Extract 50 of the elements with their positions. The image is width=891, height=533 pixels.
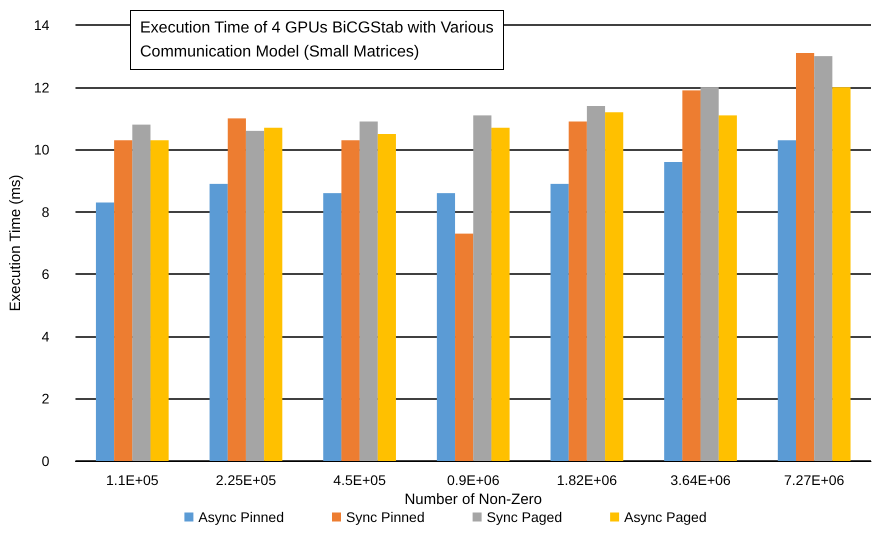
- x-tick-label: 1.1E+05: [106, 472, 159, 488]
- bar: [550, 184, 569, 461]
- x-tick-label: 3.64E+06: [670, 472, 731, 488]
- x-tick-label: 1.82E+06: [556, 472, 618, 488]
- y-tick-label: 0: [42, 453, 50, 469]
- chart-title: Execution Time of 4 GPUs BiCGStab with Various Communication Model (Small Matrices): [140, 20, 494, 60]
- bar: [436, 193, 456, 461]
- legend-label: Sync Pinned: [346, 509, 425, 525]
- bar: [341, 140, 360, 461]
- bar: [96, 202, 114, 461]
- y-tick-label: 10: [34, 142, 50, 158]
- y-axis-title: Execution Time (ms): [7, 174, 24, 312]
- x-tick-label: 2.25E+05: [216, 472, 276, 488]
- bar: [605, 112, 624, 461]
- bar: [114, 140, 132, 461]
- bar: [473, 115, 492, 461]
- y-tick-label: 6: [42, 266, 50, 282]
- y-tick-label: 2: [42, 390, 50, 407]
- bar: [378, 134, 396, 461]
- bar: [323, 193, 342, 461]
- bar: [264, 128, 282, 461]
- x-tick-label: 4.5E+05: [333, 472, 386, 488]
- bar: [132, 124, 150, 461]
- bar: [360, 122, 378, 461]
- bar: [664, 162, 682, 461]
- x-tick-label: 7.27E+06: [784, 472, 845, 488]
- x-tick-label: 0.9E+06: [446, 472, 500, 488]
- bar: [210, 184, 228, 461]
- y-tick-label: 8: [42, 204, 50, 220]
- y-tick-label: 12: [34, 79, 50, 96]
- legend-label: Async Paged: [624, 509, 707, 525]
- bar: [796, 53, 814, 461]
- bar: [700, 87, 719, 461]
- bar: [150, 140, 169, 461]
- bar: [682, 90, 701, 461]
- bar: [586, 106, 606, 461]
- legend-label: Async Pinned: [198, 509, 284, 525]
- bar: [778, 140, 796, 461]
- legend-label: Sync Paged: [486, 509, 562, 525]
- bar: [718, 115, 737, 461]
- bar: [814, 56, 832, 461]
- y-tick-label: 4: [42, 328, 50, 344]
- bar: [246, 130, 264, 461]
- bar: [568, 122, 587, 461]
- bar: [491, 128, 510, 461]
- bar: [455, 234, 474, 461]
- bar: [228, 118, 246, 461]
- x-axis-title: Number of Non-Zero: [404, 490, 542, 508]
- bar: [832, 87, 851, 461]
- y-tick-label: 14: [34, 17, 50, 33]
